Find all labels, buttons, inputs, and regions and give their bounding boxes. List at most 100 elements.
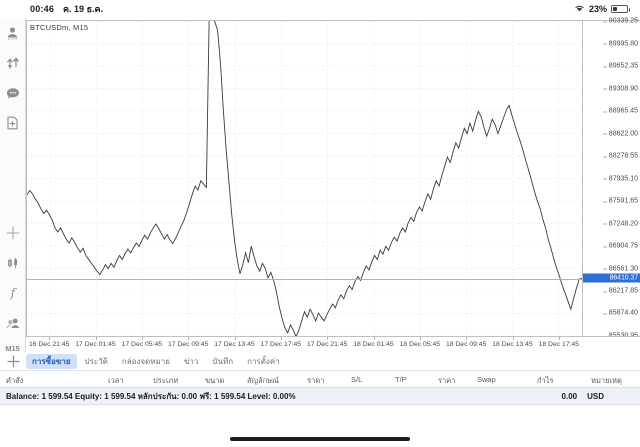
price-axis[interactable]: 86410.37 90339.25 89995.80 89652.35 89308.9… [582, 18, 640, 340]
indicators-icon[interactable]: f [0, 278, 26, 308]
price-tick-label: 86561.30 [602, 265, 638, 272]
price-tick-label: 89995.80 [602, 40, 638, 47]
battery-percent-label: 23% [588, 4, 607, 14]
time-tick-mark [95, 337, 97, 340]
tab-history[interactable]: ประวัติ [84, 356, 108, 366]
price-series-line [27, 21, 582, 336]
status-date: ค. 19 ธ.ค. [63, 4, 104, 14]
column-header[interactable]: S/L [351, 375, 363, 384]
time-tick-mark [280, 337, 282, 340]
price-tick-mark [602, 313, 607, 315]
timeframe-label[interactable]: M15 [5, 343, 20, 353]
bottom-tab-bar[interactable]: การซื้อขาย ประวัติ กล่องจดหมาย ข่าว บันท… [0, 352, 640, 371]
column-header[interactable]: คำสั่ง [6, 376, 24, 385]
price-tick-mark [602, 178, 607, 180]
time-tick-mark [419, 337, 421, 340]
add-tab-icon[interactable] [0, 352, 26, 371]
status-right-cluster: 23% [574, 4, 632, 14]
chart-container[interactable]: BTCUSDm, M15 86410.37 90339.25 89995.80 89… [26, 18, 640, 340]
chart-plot-area[interactable] [27, 21, 582, 336]
status-time: 00:46 [30, 4, 55, 14]
price-tick-label: 88622.00 [602, 130, 638, 137]
time-tick-label: 18 Dec 17:45 [538, 341, 580, 348]
column-header[interactable]: ขนาด [205, 376, 225, 385]
price-line-chart [27, 21, 582, 336]
grid-vertical-lines [50, 21, 559, 336]
time-tick-label: 17 Dec 01:45 [75, 341, 116, 348]
time-tick-mark [466, 337, 468, 340]
accounts-icon[interactable] [0, 18, 26, 48]
time-tick-label: 16 Dec 21:45 [28, 341, 70, 348]
column-header[interactable]: Swap [477, 375, 496, 384]
price-tick-mark [602, 201, 607, 202]
price-tick-label: 87591.65 [602, 198, 638, 205]
price-tick-mark [602, 246, 607, 247]
chat-icon[interactable] [0, 78, 26, 108]
column-header[interactable]: กำไร [537, 376, 554, 385]
account-currency: USD [587, 391, 604, 401]
price-tick-mark [602, 88, 607, 90]
column-header[interactable]: ราคา [307, 376, 325, 385]
total-profit-value: 0.00 [561, 391, 578, 401]
price-tick-label: 87248.20 [602, 220, 638, 227]
price-tick-mark [602, 223, 607, 225]
objects-icon[interactable] [0, 308, 26, 338]
current-price-line [27, 279, 582, 281]
time-tick-mark [49, 337, 51, 340]
price-tick-mark [602, 268, 607, 270]
current-price-badge: 86410.37 [583, 273, 640, 283]
price-tick-mark [602, 133, 607, 135]
tab-trade[interactable]: การซื้อขาย [26, 353, 77, 369]
price-tick-label: 88278.55 [602, 153, 638, 160]
chart-symbol-label: BTCUSDm, M15 [30, 23, 89, 32]
orders-list-empty[interactable] [0, 405, 640, 432]
time-tick-label: 18 Dec 01:45 [353, 341, 394, 348]
tab-journal[interactable]: บันทึก [212, 356, 234, 366]
account-summary-bar: Balance: 1 599.54 Equity: 1 599.54 หลักป… [0, 388, 640, 405]
price-tick-label: 89652.35 [602, 63, 638, 70]
column-header[interactable]: สัญลักษณ์ [247, 376, 280, 385]
new-order-icon[interactable] [0, 108, 26, 138]
column-header[interactable]: ประเภท [153, 376, 179, 385]
tab-mailbox[interactable]: กล่องจดหมาย [121, 356, 170, 366]
price-tick-label: 85874.40 [602, 310, 638, 317]
price-tick-label: 89308.90 [602, 85, 638, 92]
grid-horizontal-lines [27, 21, 582, 336]
time-tick-mark [327, 337, 329, 340]
time-tick-label: 17 Dec 09:45 [167, 341, 209, 348]
column-header[interactable]: T/P [395, 375, 407, 384]
time-tick-mark [558, 337, 560, 340]
tab-news[interactable]: ข่าว [183, 356, 199, 366]
column-header[interactable]: หมายเหตุ [591, 376, 622, 385]
price-tick-label: 88965.45 [602, 108, 638, 115]
tab-settings[interactable]: การตั้งค่า [247, 356, 280, 366]
time-tick-mark [188, 337, 190, 340]
time-tick-label: 17 Dec 21:45 [306, 341, 348, 348]
price-tick-label: 86217.85 [602, 288, 638, 295]
time-tick-label: 17 Dec 13:45 [214, 341, 255, 348]
trade-arrows-icon[interactable] [0, 48, 26, 78]
time-axis[interactable]: 16 Dec 21:45 17 Dec 01:45 17 Dec 05:45 17 D… [26, 336, 640, 352]
price-tick-mark [602, 291, 607, 292]
left-toolbar[interactable]: f M15 [0, 18, 26, 358]
chart-type-icon[interactable] [0, 248, 26, 278]
price-tick-label: 87935.10 [602, 175, 638, 182]
column-header[interactable]: เวลา [108, 376, 124, 385]
account-summary-right: 0.00 USD [562, 392, 634, 401]
price-tick-mark [602, 43, 607, 45]
time-tick-label: 18 Dec 05:45 [399, 341, 441, 348]
price-tick-label: 86904.75 [602, 243, 638, 250]
status-bar: 00:46 ค. 19 ธ.ค. 23% [0, 0, 640, 18]
column-header[interactable]: ราคา [438, 376, 456, 385]
svg-text:f: f [9, 286, 17, 300]
time-tick-label: 17 Dec 05:45 [121, 341, 163, 348]
wifi-icon [574, 4, 585, 14]
time-tick-mark [512, 337, 514, 340]
price-tick-mark [602, 111, 607, 112]
battery-icon [611, 5, 630, 13]
time-tick-label: 18 Dec 13:45 [492, 341, 533, 348]
crosshair-icon[interactable] [0, 218, 26, 248]
time-tick-mark [141, 337, 143, 340]
price-tick-label: 90339.25 [602, 18, 638, 25]
